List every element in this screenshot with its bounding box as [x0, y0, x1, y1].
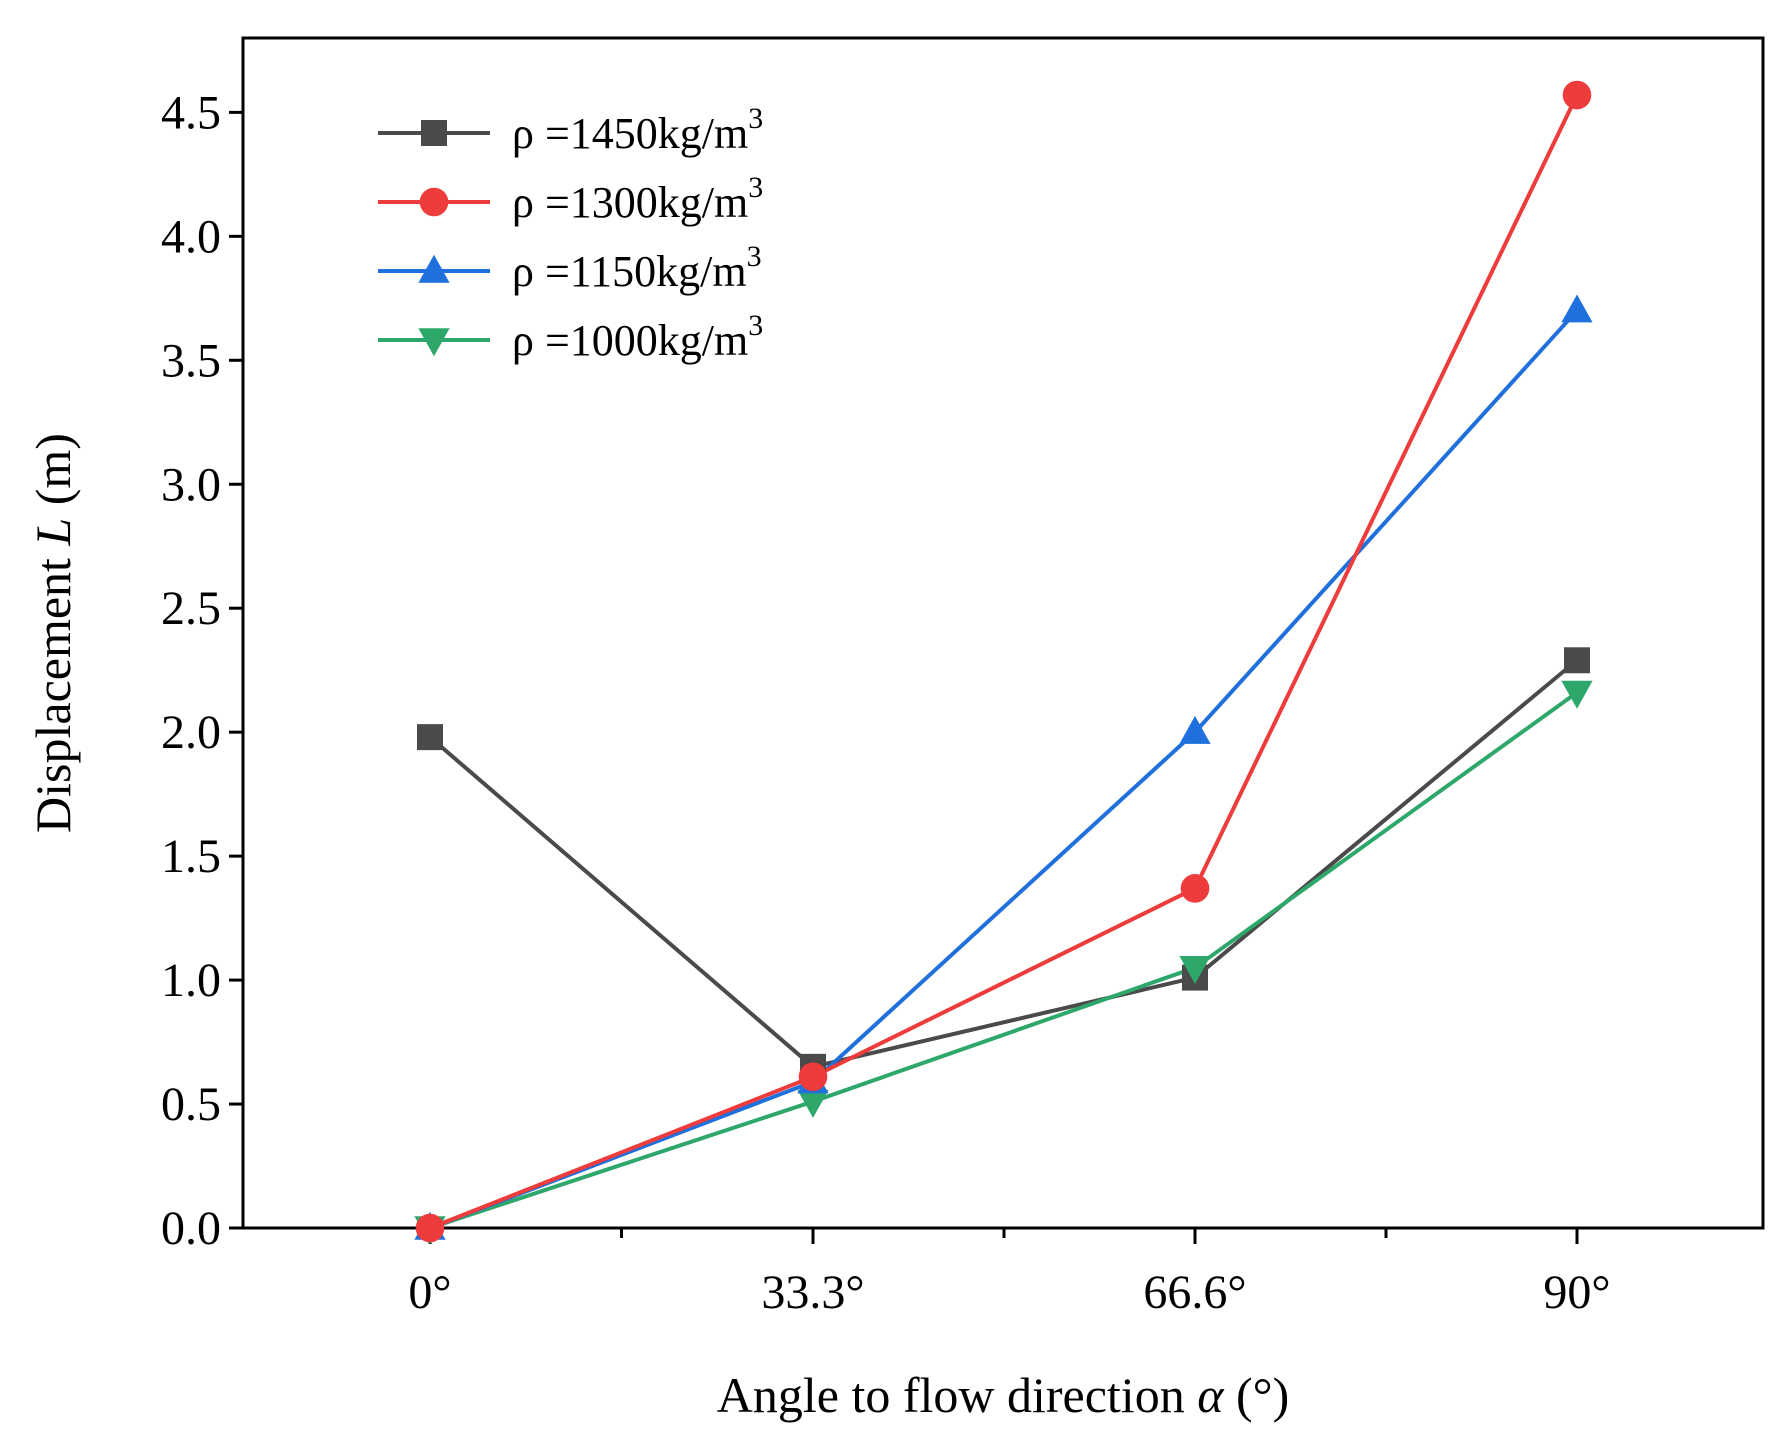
- data-point: [415, 1213, 445, 1243]
- data-point: [1562, 80, 1592, 110]
- series-line: [429, 309, 1579, 1230]
- legend-marker: [418, 328, 450, 357]
- y-tick-label: 1.0: [161, 954, 221, 1007]
- legend-label: ρ =1000kg/m3: [512, 309, 763, 365]
- x-axis-ticks: 0° 33.3° 66.6° 90°: [408, 1228, 1611, 1319]
- y-tick-label: 3.0: [161, 458, 221, 511]
- legend-label: ρ =1450kg/m3: [512, 102, 763, 158]
- x-tick-label: 90°: [1543, 1266, 1610, 1319]
- y-tick-label: 4.5: [161, 86, 221, 139]
- data-point: [1179, 955, 1211, 984]
- data-point: [1179, 715, 1211, 744]
- y-axis-title: Displacement L (m): [25, 433, 81, 833]
- plot-frame: [241, 36, 1765, 1230]
- y-tick-label: 0.0: [161, 1202, 221, 1255]
- y-tick-label: 0.5: [161, 1078, 221, 1131]
- legend-label: ρ =1300kg/m3: [512, 171, 763, 227]
- y-tick-label: 2.5: [161, 582, 221, 635]
- data-point: [417, 724, 443, 751]
- x-tick-label: 66.6°: [1143, 1266, 1246, 1319]
- y-tick-label: 1.5: [161, 830, 221, 883]
- series-line: [429, 94, 1579, 1230]
- series-line: [429, 690, 1579, 1230]
- legend-marker: [421, 120, 447, 146]
- legend: ρ =1450kg/m3 ρ =1300kg/m3 ρ =1150kg/m3 ρ =1…: [378, 102, 763, 365]
- y-tick-label: 2.0: [161, 706, 221, 759]
- x-axis-title: Angle to flow direction α (°): [717, 1367, 1290, 1423]
- data-point: [1561, 294, 1593, 323]
- series-line: [428, 658, 1579, 1069]
- legend-marker: [418, 254, 450, 283]
- data-point: [1180, 874, 1210, 903]
- y-axis-ticks: 0.0 0.5 1.0 1.5 2.0 2.5 3.0 3.5 4.0 4.5: [161, 86, 243, 1255]
- legend-marker: [419, 187, 449, 217]
- x-tick-label: 0°: [408, 1266, 451, 1319]
- series-layer: [414, 80, 1593, 1245]
- data-point: [1561, 680, 1593, 709]
- x-tick-label: 33.3°: [761, 1266, 864, 1319]
- y-tick-label: 4.0: [161, 210, 221, 263]
- y-tick-label: 3.5: [161, 334, 221, 387]
- data-point: [797, 1089, 829, 1118]
- data-point: [1564, 647, 1590, 674]
- legend-label: ρ =1150kg/m3: [512, 240, 762, 296]
- data-point: [798, 1062, 828, 1092]
